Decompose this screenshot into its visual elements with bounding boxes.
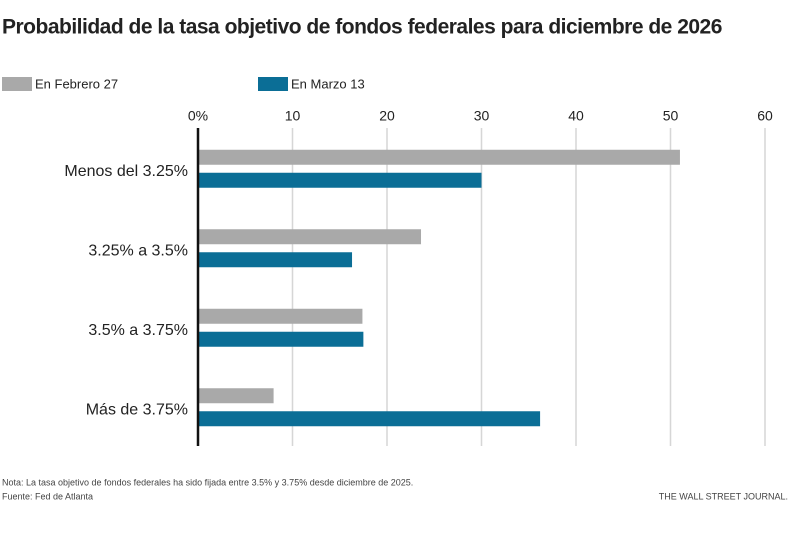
bar — [198, 388, 274, 404]
bar — [198, 308, 363, 324]
x-tick-label: 60 — [757, 108, 773, 124]
chart-title: Probabilidad de la tasa objetivo de fond… — [2, 16, 722, 39]
credit: THE WALL STREET JOURNAL. — [659, 491, 788, 501]
source: Fuente: Fed de Atlanta — [2, 491, 93, 501]
bar — [198, 229, 422, 245]
y-tick-label: Menos del 3.25% — [64, 163, 188, 180]
note: Nota: La tasa objetivo de fondos federal… — [2, 477, 413, 487]
bar — [198, 252, 353, 268]
y-tick-label: 3.25% a 3.5% — [88, 242, 188, 259]
y-tick-label: 3.5% a 3.75% — [88, 322, 188, 339]
y-tick-label: Más de 3.75% — [86, 401, 188, 418]
x-tick-label: 10 — [285, 108, 301, 124]
bar — [198, 331, 364, 347]
legend-swatch — [2, 77, 32, 91]
bar — [198, 411, 541, 427]
bar — [198, 172, 482, 188]
x-tick-label: 30 — [474, 108, 490, 124]
legend-label: En Marzo 13 — [291, 76, 365, 91]
x-tick-label: 20 — [379, 108, 395, 124]
bar — [198, 149, 680, 165]
legend-swatch — [258, 77, 288, 91]
x-tick-label: 0% — [188, 108, 208, 124]
legend-label: En Febrero 27 — [35, 76, 118, 91]
x-tick-label: 40 — [568, 108, 584, 124]
x-tick-label: 50 — [663, 108, 679, 124]
